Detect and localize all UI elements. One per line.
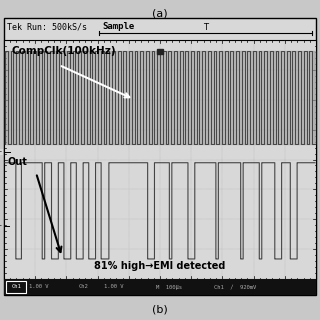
Text: 1.00 V: 1.00 V [104, 284, 124, 290]
Text: Ch1  ∕  920mV: Ch1 ∕ 920mV [214, 284, 256, 290]
Text: M  100μs: M 100μs [156, 284, 182, 290]
Text: Tek Run: 500kS/s: Tek Run: 500kS/s [7, 22, 87, 31]
Bar [6, 281, 26, 293]
Text: Ch1: Ch1 [11, 284, 21, 290]
Text: 81% high→EMI detected: 81% high→EMI detected [94, 261, 226, 271]
Text: T: T [203, 23, 208, 32]
Text: Ch2: Ch2 [79, 284, 89, 290]
Text: Out: Out [8, 157, 28, 167]
Bar [4, 40, 316, 279]
Text: Sample: Sample [102, 22, 134, 31]
Text: 1+: 1+ [0, 149, 3, 155]
Text: 2+: 2+ [0, 223, 3, 229]
Bar [4, 18, 316, 295]
Text: (a): (a) [152, 8, 168, 18]
Bar [157, 49, 163, 54]
Text: CompClk(100kHz): CompClk(100kHz) [12, 46, 116, 56]
Text: 1.00 V: 1.00 V [29, 284, 49, 290]
Text: (b): (b) [152, 304, 168, 314]
Bar [4, 279, 316, 295]
